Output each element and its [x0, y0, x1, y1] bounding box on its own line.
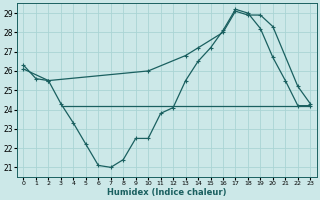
X-axis label: Humidex (Indice chaleur): Humidex (Indice chaleur) — [107, 188, 227, 197]
